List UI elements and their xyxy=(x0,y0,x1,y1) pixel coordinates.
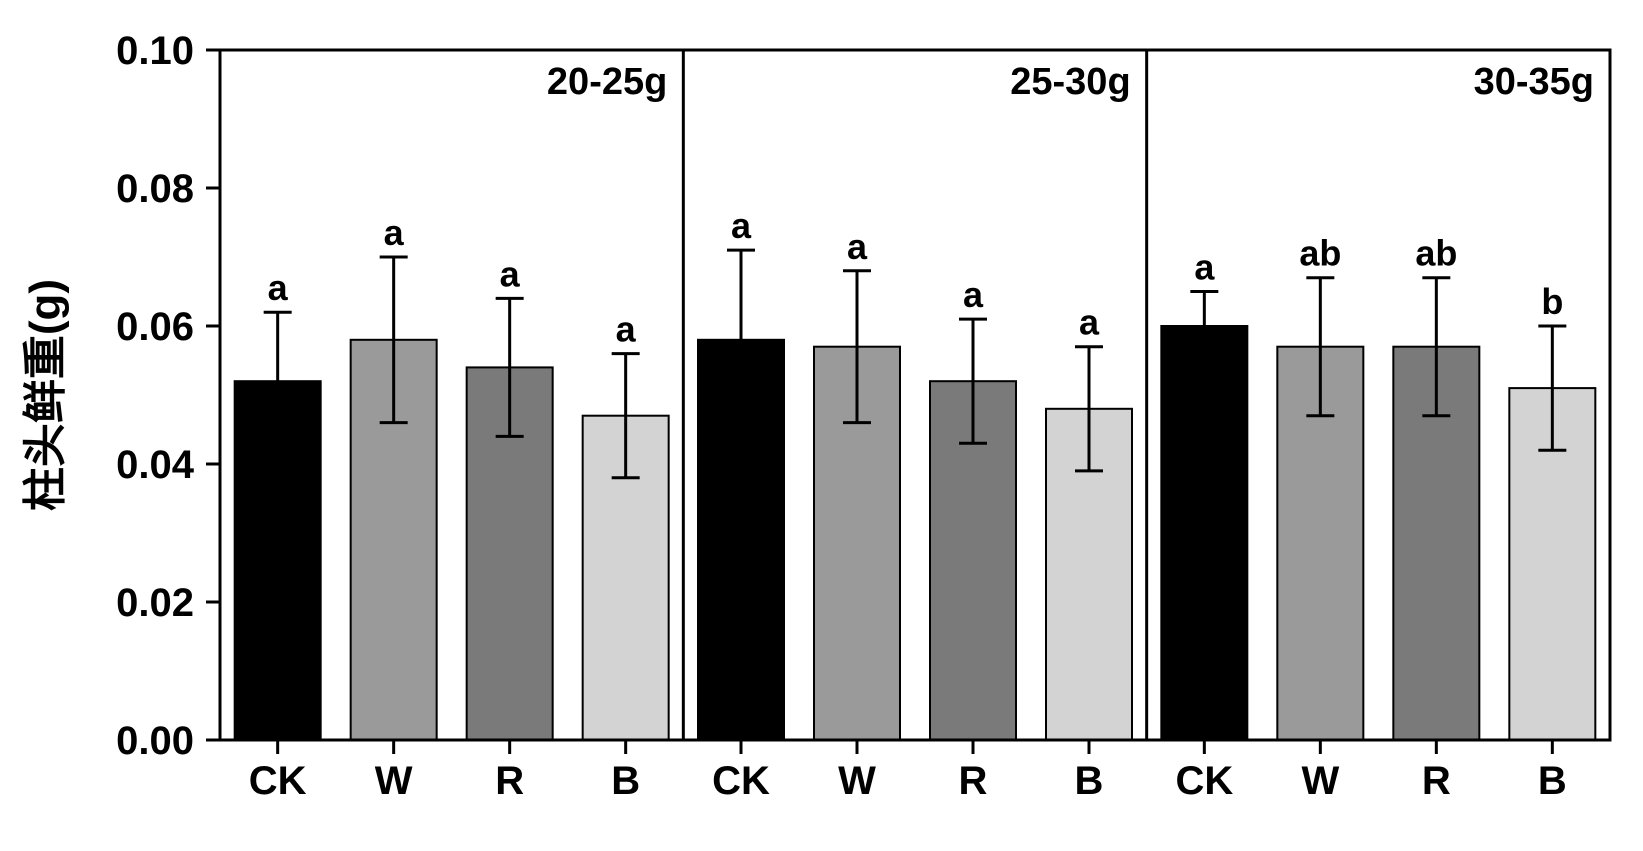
significance-label: a xyxy=(1079,302,1100,343)
x-tick-label: CK xyxy=(249,759,307,803)
x-tick-label: W xyxy=(375,759,413,803)
significance-label: a xyxy=(500,253,521,294)
bar xyxy=(1161,326,1247,740)
y-tick-label: 0.10 xyxy=(116,29,194,73)
x-tick-label: W xyxy=(838,759,876,803)
significance-label: ab xyxy=(1415,233,1457,274)
y-tick-label: 0.06 xyxy=(116,305,194,349)
significance-label: a xyxy=(731,205,752,246)
significance-label: a xyxy=(1194,247,1215,288)
x-tick-label: B xyxy=(1075,759,1104,803)
significance-label: a xyxy=(963,274,984,315)
panel-title: 20-25g xyxy=(547,61,667,103)
x-tick-label: B xyxy=(611,759,640,803)
x-tick-label: R xyxy=(1422,759,1451,803)
panel-title: 25-30g xyxy=(1010,61,1130,103)
panel-title: 30-35g xyxy=(1474,61,1594,103)
x-tick-label: R xyxy=(959,759,988,803)
x-tick-label: W xyxy=(1301,759,1339,803)
significance-label: b xyxy=(1541,281,1563,322)
x-tick-label: R xyxy=(495,759,524,803)
significance-label: a xyxy=(268,267,289,308)
x-tick-label: CK xyxy=(1175,759,1233,803)
significance-label: a xyxy=(616,309,637,350)
significance-label: a xyxy=(847,226,868,267)
chart-svg: a CK a Wa Ra Ba CK a Wa Ra Ba CK ab Wab Rb B 20-25g 25-30… xyxy=(0,0,1643,851)
significance-label: a xyxy=(384,212,405,253)
y-axis-label: 柱头鲜重(g) xyxy=(21,279,70,511)
y-tick-label: 0.00 xyxy=(116,719,194,763)
significance-label: ab xyxy=(1299,233,1341,274)
x-tick-label: CK xyxy=(712,759,770,803)
y-tick-label: 0.08 xyxy=(116,167,194,211)
x-tick-label: B xyxy=(1538,759,1567,803)
y-tick-label: 0.02 xyxy=(116,581,194,625)
y-tick-label: 0.04 xyxy=(116,443,195,487)
bar-chart: a CK a Wa Ra Ba CK a Wa Ra Ba CK ab Wab Rb B 20-25g 25-30… xyxy=(0,0,1643,851)
